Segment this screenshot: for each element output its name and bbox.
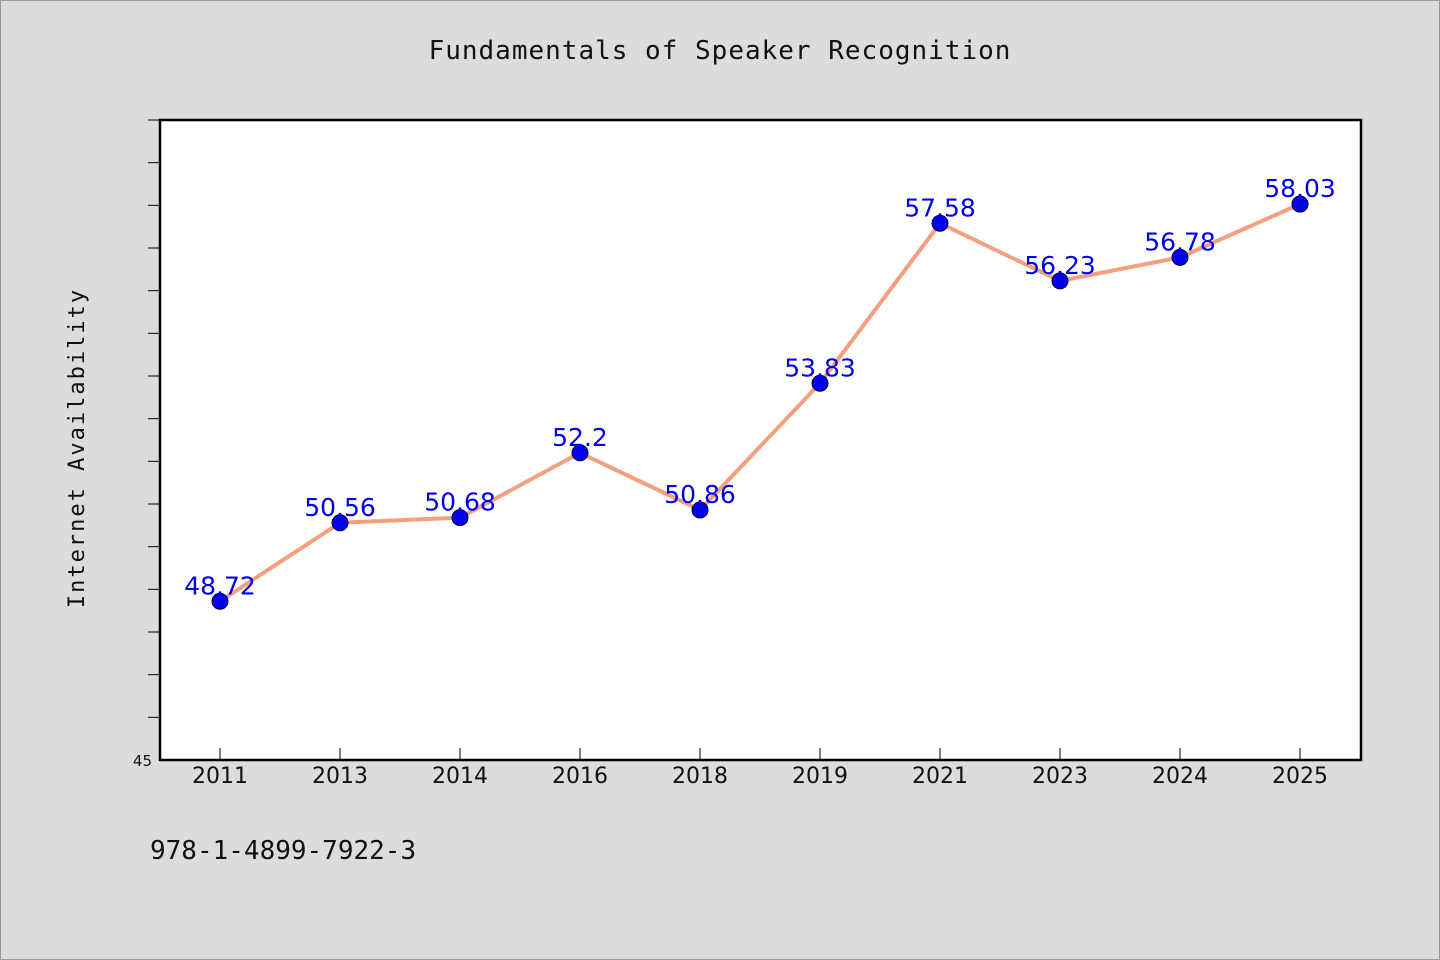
- x-tick-label: 2021: [912, 764, 968, 789]
- data-label: 58.03: [1264, 174, 1336, 203]
- isbn-footer: 978-1-4899-7922-3: [150, 836, 417, 866]
- x-tick-label: 2023: [1032, 764, 1088, 789]
- data-point: [211, 592, 229, 610]
- x-tick-label: 2013: [312, 764, 368, 789]
- series-line: [218, 202, 1302, 604]
- x-axis-ticks: 2011 2013 2014 2016 2018 2019 2021 2023 2024 2025: [192, 748, 1328, 789]
- x-tick-label: 2024: [1152, 764, 1208, 789]
- x-tick-label: 2011: [192, 764, 248, 789]
- data-point: [1171, 248, 1189, 266]
- x-tick-label: 2018: [672, 764, 728, 789]
- y-tick-label: 45: [133, 752, 152, 770]
- data-label: 50.56: [304, 493, 376, 522]
- data-label: 52.2: [552, 423, 608, 452]
- data-point: [691, 501, 709, 519]
- y-axis-ticks: 45: [133, 119, 160, 770]
- data-point: [931, 214, 949, 232]
- data-point: [811, 374, 829, 392]
- x-tick-label: 2014: [432, 764, 488, 789]
- data-point: [1291, 195, 1309, 213]
- data-point: [1051, 272, 1069, 290]
- x-tick-label: 2019: [792, 764, 848, 789]
- data-label: 56.23: [1024, 251, 1096, 280]
- data-label: 53.83: [784, 353, 856, 382]
- data-label: 48.72: [184, 571, 256, 600]
- data-point: [331, 514, 349, 532]
- data-label: 50.68: [424, 488, 496, 517]
- data-label: 50.86: [664, 480, 736, 509]
- x-tick-label: 2025: [1272, 764, 1328, 789]
- plot-area: [158, 118, 1363, 762]
- y-axis-label: Internet Availability: [65, 288, 90, 608]
- data-label: 57.58: [904, 193, 976, 222]
- data-label: 56.78: [1144, 227, 1216, 256]
- data-point: [571, 444, 589, 462]
- data-point: [451, 509, 469, 527]
- chart-title: Fundamentals of Speaker Recognition: [428, 36, 1012, 66]
- x-tick-label: 2016: [552, 764, 608, 789]
- series-group: 48.72 50.56 50.68 52.2 50.86 53.83 57.58 56.23 5…: [184, 174, 1336, 610]
